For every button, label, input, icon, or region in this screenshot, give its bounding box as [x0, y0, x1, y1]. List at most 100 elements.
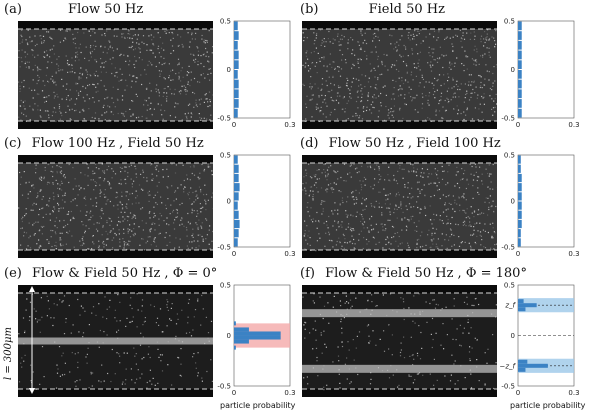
speckle	[388, 207, 390, 209]
speckle	[125, 379, 127, 381]
speckle	[356, 91, 358, 93]
speckle	[78, 331, 80, 333]
speckle	[456, 203, 458, 205]
speckle	[117, 208, 119, 210]
speckle	[133, 214, 135, 217]
speckle	[402, 298, 404, 300]
speckle	[123, 54, 125, 56]
speckle	[416, 182, 419, 184]
speckle	[437, 304, 439, 306]
speckle	[20, 244, 22, 246]
speckle	[61, 98, 63, 100]
speckle	[184, 113, 186, 115]
speckle	[18, 116, 20, 118]
speckle	[444, 204, 446, 206]
speckle	[365, 205, 367, 207]
speckle	[183, 179, 185, 182]
speckle	[321, 39, 323, 41]
speckle	[25, 39, 27, 41]
speckle	[66, 213, 68, 215]
speckle	[192, 228, 194, 230]
speckle	[372, 101, 374, 103]
speckle	[361, 74, 363, 76]
speckle	[452, 77, 454, 79]
particle-band	[18, 337, 213, 345]
speckle	[416, 242, 418, 244]
speckle	[88, 324, 90, 326]
speckle	[377, 231, 379, 233]
speckle	[58, 106, 61, 108]
speckle	[399, 107, 401, 109]
speckle	[339, 241, 341, 244]
panel-tag: (c)	[4, 136, 22, 151]
speckle	[128, 199, 130, 201]
speckle	[460, 40, 462, 42]
speckle	[70, 98, 72, 100]
speckle	[65, 55, 67, 57]
speckle	[477, 119, 479, 121]
speckle	[476, 48, 478, 50]
speckle	[340, 318, 342, 320]
speckle	[19, 66, 21, 68]
speckle	[44, 84, 46, 87]
speckle	[207, 163, 209, 165]
speckle	[109, 41, 111, 43]
speckle	[137, 34, 139, 36]
speckle	[371, 301, 373, 303]
speckle	[494, 244, 496, 246]
speckle	[110, 111, 112, 113]
speckle	[100, 191, 102, 193]
histogram-bar	[518, 299, 524, 304]
speckle	[64, 192, 66, 194]
speckle	[400, 342, 402, 344]
speckle	[71, 64, 73, 66]
particle-band	[302, 309, 497, 318]
speckle	[443, 170, 445, 172]
histogram-bar	[518, 363, 548, 368]
speckle	[316, 178, 318, 180]
speckle	[344, 59, 347, 61]
speckle	[67, 213, 69, 215]
speckle	[48, 200, 50, 202]
speckle	[314, 39, 316, 42]
speckle	[398, 194, 400, 196]
speckle	[71, 235, 73, 237]
speckle	[210, 72, 212, 74]
speckle	[348, 223, 350, 225]
speckle	[186, 174, 188, 176]
speckle	[90, 216, 92, 218]
speckle	[325, 102, 327, 104]
speckle	[363, 110, 365, 113]
speckle	[332, 191, 334, 193]
speckle	[23, 235, 25, 237]
speckle	[463, 64, 465, 66]
speckle	[141, 115, 143, 118]
speckle	[101, 210, 103, 212]
speckle	[452, 49, 454, 52]
speckle	[366, 58, 368, 60]
speckle	[413, 222, 415, 224]
speckle	[124, 218, 126, 220]
speckle	[201, 377, 203, 379]
speckle	[164, 30, 166, 32]
speckle	[429, 373, 431, 375]
speckle	[421, 93, 423, 95]
speckle	[428, 173, 430, 175]
speckle	[190, 203, 193, 205]
speckle	[55, 387, 58, 389]
speckle	[74, 37, 76, 39]
histogram-bar	[518, 183, 522, 192]
speckle	[393, 87, 395, 89]
speckle	[474, 35, 476, 37]
speckle	[388, 166, 390, 168]
speckle	[464, 169, 466, 172]
speckle	[72, 33, 74, 35]
speckle	[108, 119, 110, 121]
speckle	[57, 65, 60, 67]
speckle	[106, 97, 108, 99]
speckle	[175, 216, 177, 218]
speckle	[84, 57, 86, 59]
speckle	[98, 177, 100, 179]
speckle	[166, 168, 168, 170]
speckle	[167, 86, 169, 88]
